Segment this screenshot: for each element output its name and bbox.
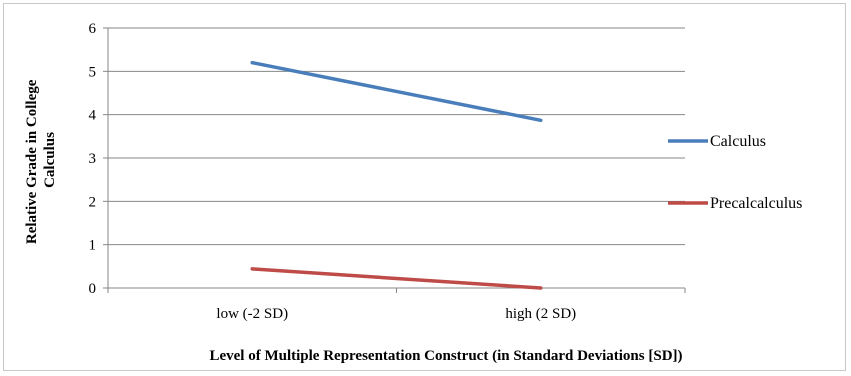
x-tick-labels: low (-2 SD) high (2 SD): [216, 306, 576, 322]
legend: Calculus Precalcalculus: [668, 133, 802, 212]
chart-frame: [3, 3, 846, 371]
y-tick-label: 1: [89, 238, 97, 254]
legend-label-precalcalculus: Precalcalculus: [710, 195, 802, 212]
axes: [103, 27, 686, 293]
y-tick-label: 5: [89, 64, 97, 80]
y-tick-label: 4: [89, 108, 97, 124]
y-axis-title-line-2: Calculus: [42, 132, 58, 188]
series-lines: [250, 60, 543, 290]
gridlines: [108, 27, 685, 246]
y-tick-label: 0: [89, 281, 97, 297]
y-tick-labels: 0 1 2 3 4 5 6: [89, 21, 97, 297]
y-axis-title-line-1: Relative Grade in College: [24, 79, 40, 244]
y-tick-label: 6: [89, 21, 97, 37]
x-tick-label: high (2 SD): [505, 306, 576, 322]
series-line-calculus: [250, 60, 543, 123]
x-axis-title: Level of Multiple Representation Constru…: [209, 348, 682, 364]
legend-label-calculus: Calculus: [710, 133, 766, 150]
x-tick-label: low (-2 SD): [216, 306, 288, 322]
y-tick-label: 2: [89, 194, 97, 210]
y-tick-label: 3: [89, 151, 97, 167]
y-axis-title: Relative Grade in College Calculus: [24, 76, 58, 244]
series-line-precalcalculus: [250, 267, 543, 290]
